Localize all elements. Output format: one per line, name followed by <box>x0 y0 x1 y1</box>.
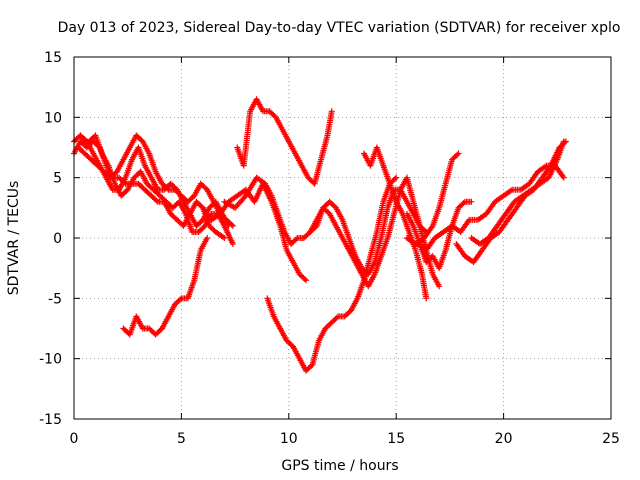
data-series <box>71 96 569 374</box>
series-11 <box>360 144 430 302</box>
y-ticks: -15 -10 -5 0 5 10 15 <box>39 50 611 428</box>
x-ticks: 0 5 10 15 20 25 <box>70 57 620 447</box>
data-point <box>423 295 430 302</box>
series-8 <box>221 174 430 278</box>
series-3 <box>75 132 236 229</box>
data-point <box>302 277 309 284</box>
data-point <box>312 224 319 231</box>
data-point <box>164 185 171 192</box>
y-tick-label: 15 <box>44 50 62 66</box>
data-point <box>328 108 335 115</box>
series-13 <box>403 150 462 248</box>
data-point <box>460 200 467 207</box>
data-point <box>391 175 398 182</box>
x-axis-label: GPS time / hours <box>281 458 398 474</box>
data-point <box>153 197 160 204</box>
x-tick-label: 10 <box>280 431 298 447</box>
x-tick-label: 15 <box>387 431 405 447</box>
x-tick-label: 0 <box>70 431 79 447</box>
data-point <box>468 198 475 205</box>
y-tick-label: -5 <box>48 291 62 307</box>
data-point <box>393 174 400 181</box>
data-point <box>221 235 228 241</box>
y-tick-label: 5 <box>53 171 62 187</box>
data-point <box>229 241 236 248</box>
series-16 <box>468 138 567 248</box>
chart-title: Day 013 of 2023, Sidereal Day-to-day VTE… <box>58 20 621 36</box>
data-point <box>177 296 184 303</box>
data-point <box>560 138 567 145</box>
y-tick-label: -15 <box>39 412 62 428</box>
y-tick-label: 0 <box>53 231 62 247</box>
data-point <box>333 314 340 321</box>
data-point <box>454 151 461 158</box>
series-6 <box>120 235 211 338</box>
series-14 <box>414 162 567 254</box>
x-tick-label: 20 <box>495 431 513 447</box>
y-axis-label: SDTVAR / TECUs <box>6 181 22 296</box>
series-10 <box>307 174 443 290</box>
data-point <box>229 222 236 229</box>
data-point <box>455 150 462 157</box>
x-tick-label: 5 <box>177 431 186 447</box>
series-5 <box>234 96 335 187</box>
y-tick-label: 10 <box>44 110 62 126</box>
data-point <box>204 235 211 241</box>
data-point <box>560 174 567 181</box>
data-point <box>308 362 315 369</box>
y-tick-label: -10 <box>39 352 62 368</box>
data-point <box>228 221 235 228</box>
x-tick-label: 25 <box>602 431 620 447</box>
series-9 <box>264 174 400 374</box>
data-point <box>436 283 443 290</box>
data-point <box>293 236 300 243</box>
data-point <box>301 276 308 283</box>
